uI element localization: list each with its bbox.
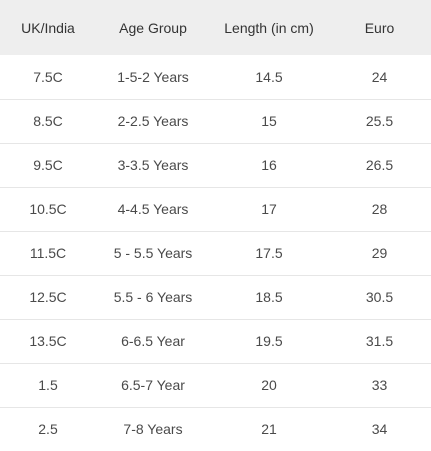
table-row: 10.5C 4-4.5 Years 17 28 [0, 187, 431, 231]
cell-uk-india: 9.5C [33, 157, 63, 173]
cell-uk-india: 11.5C [29, 245, 67, 261]
header-euro: Euro [364, 19, 395, 36]
cell-age-group: 1-5-2 Years [117, 68, 189, 85]
cell-uk-india: 7.5C [33, 68, 63, 85]
cell-length-cm: 20 [261, 377, 277, 393]
cell-length-cm: 17.5 [255, 245, 283, 261]
cell-uk-india: 10.5C [29, 201, 67, 217]
cell-uk-india: 12.5C [29, 289, 67, 305]
cell-age-group: 4-4.5 Years [117, 201, 189, 217]
header-uk-india: UK/India [21, 19, 75, 36]
cell-age-group: 6-6.5 Year [121, 333, 185, 349]
cell-age-group: 5.5 - 6 Years [113, 289, 193, 305]
cell-age-group: 5 - 5.5 Years [113, 245, 193, 261]
table-row: 8.5C 2-2.5 Years 15 25.5 [0, 99, 431, 143]
cell-age-group: 7-8 Years [123, 421, 183, 438]
header-row: UK/India Age Group Length (in cm) Euro [0, 0, 431, 55]
table-body: 7.5C 1-5-2 Years 14.5 24 8.5C 2-2.5 Year… [0, 55, 431, 451]
table-row: 1.5 6.5-7 Year 20 33 [0, 363, 431, 407]
cell-euro: 28 [371, 201, 388, 217]
table-row: 13.5C 6-6.5 Year 19.5 31.5 [0, 319, 431, 363]
cell-euro: 30.5 [365, 289, 394, 305]
cell-euro: 26.5 [365, 157, 394, 173]
header-age-group: Age Group [119, 19, 187, 36]
table-row: 11.5C 5 - 5.5 Years 17.5 29 [0, 231, 431, 275]
cell-length-cm: 15 [261, 113, 277, 129]
cell-length-cm: 14.5 [255, 68, 283, 85]
table-row: 12.5C 5.5 - 6 Years 18.5 30.5 [0, 275, 431, 319]
table-row: 7.5C 1-5-2 Years 14.5 24 [0, 55, 431, 99]
table-row: 2.5 7-8 Years 21 34 [0, 407, 431, 451]
cell-length-cm: 18.5 [255, 289, 283, 305]
cell-uk-india: 1.5 [38, 377, 58, 393]
cell-age-group: 3-3.5 Years [117, 157, 189, 173]
cell-uk-india: 8.5C [33, 113, 63, 129]
cell-euro: 33 [371, 377, 388, 393]
cell-euro: 29 [371, 245, 388, 261]
cell-length-cm: 19.5 [255, 333, 283, 349]
table-header: UK/India Age Group Length (in cm) Euro [0, 0, 431, 55]
table-row: 9.5C 3-3.5 Years 16 26.5 [0, 143, 431, 187]
cell-euro: 34 [371, 421, 388, 438]
header-length-cm: Length (in cm) [224, 19, 314, 36]
cell-length-cm: 16 [261, 157, 277, 173]
cell-uk-india: 2.5 [38, 421, 58, 438]
cell-euro: 31.5 [365, 333, 394, 349]
cell-age-group: 6.5-7 Year [121, 377, 185, 393]
cell-euro: 24 [371, 68, 388, 85]
cell-euro: 25.5 [365, 113, 394, 129]
cell-length-cm: 17 [261, 201, 277, 217]
cell-length-cm: 21 [261, 421, 277, 438]
cell-age-group: 2-2.5 Years [117, 113, 189, 129]
cell-uk-india: 13.5C [29, 333, 67, 349]
